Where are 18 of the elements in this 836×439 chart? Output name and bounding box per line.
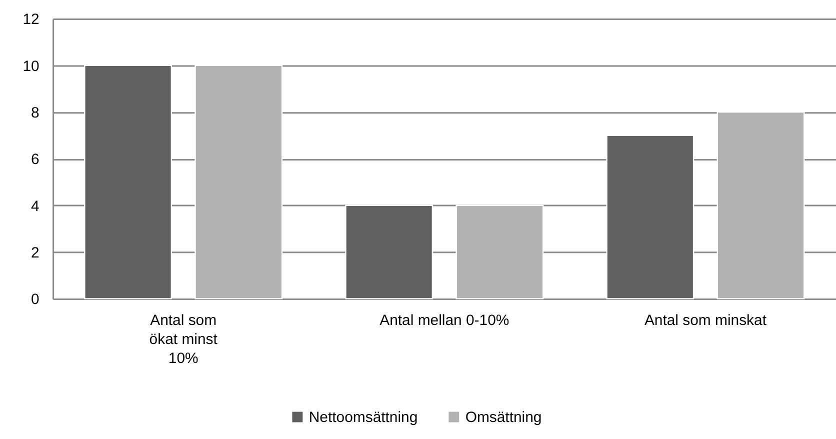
bar — [456, 204, 544, 300]
y-tick-label: 12 — [22, 11, 40, 28]
legend-label: Nettoomsättning — [308, 409, 418, 426]
y-tick-label: 4 — [31, 198, 40, 215]
y-tick-label: 10 — [22, 58, 40, 75]
bar — [345, 204, 434, 300]
bar — [84, 64, 172, 300]
bar — [194, 64, 283, 300]
x-tick-label: Antal mellan 0-10% — [380, 312, 510, 330]
y-tick-label: 2 — [31, 244, 40, 262]
legend-label: Omsättning — [465, 409, 542, 426]
bar — [716, 111, 805, 300]
x-tick-label: Antal som ökat minst 10% — [149, 312, 218, 367]
y-tick-label: 6 — [31, 151, 40, 168]
y-tick-label: 8 — [31, 104, 40, 122]
y-tick-label: 0 — [31, 291, 40, 308]
x-tick-label: Antal som minskat — [644, 312, 768, 330]
bar — [606, 134, 694, 300]
